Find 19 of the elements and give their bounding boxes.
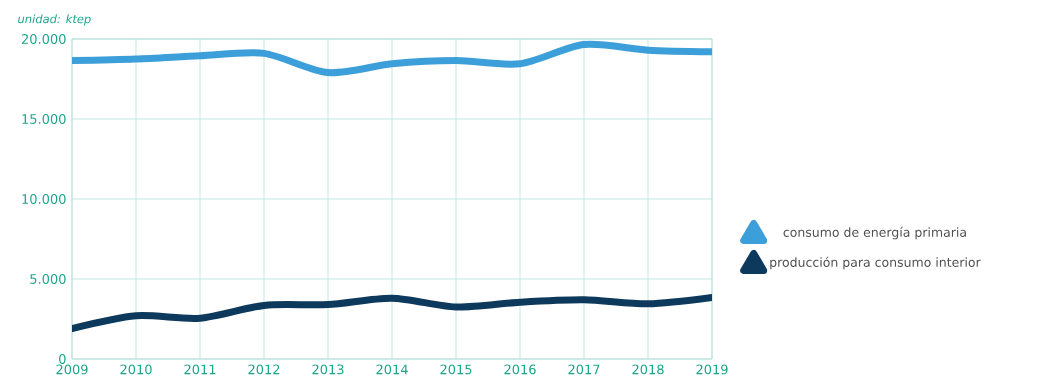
x-tick-label: 2016 xyxy=(504,364,536,375)
y-axis-title: unidad: ktep xyxy=(18,14,91,26)
y-tick-label: 10.000 xyxy=(22,194,66,204)
x-tick-label: 2019 xyxy=(696,364,728,375)
x-tick-label: 2011 xyxy=(184,364,216,375)
x-tick-label: 2017 xyxy=(568,364,600,375)
y-tick-label: 5.000 xyxy=(30,274,66,284)
y-tick-label: 0 xyxy=(59,354,66,364)
x-tick-label: 2010 xyxy=(120,364,152,375)
x-tick-label: 2013 xyxy=(312,364,344,375)
y-tick-label: 20.000 xyxy=(21,34,66,44)
x-tick-label: 2009 xyxy=(56,364,88,375)
x-tick-label: 2014 xyxy=(376,364,408,375)
legend-label: producción para consumo interior xyxy=(770,256,981,270)
x-tick-label: 2012 xyxy=(248,364,280,375)
x-tick-label: 2015 xyxy=(440,364,472,375)
x-tick-label: 2018 xyxy=(632,364,664,375)
legend-label: consumo de energía primaria xyxy=(783,226,966,240)
y-tick-label: 15.000 xyxy=(22,114,66,124)
